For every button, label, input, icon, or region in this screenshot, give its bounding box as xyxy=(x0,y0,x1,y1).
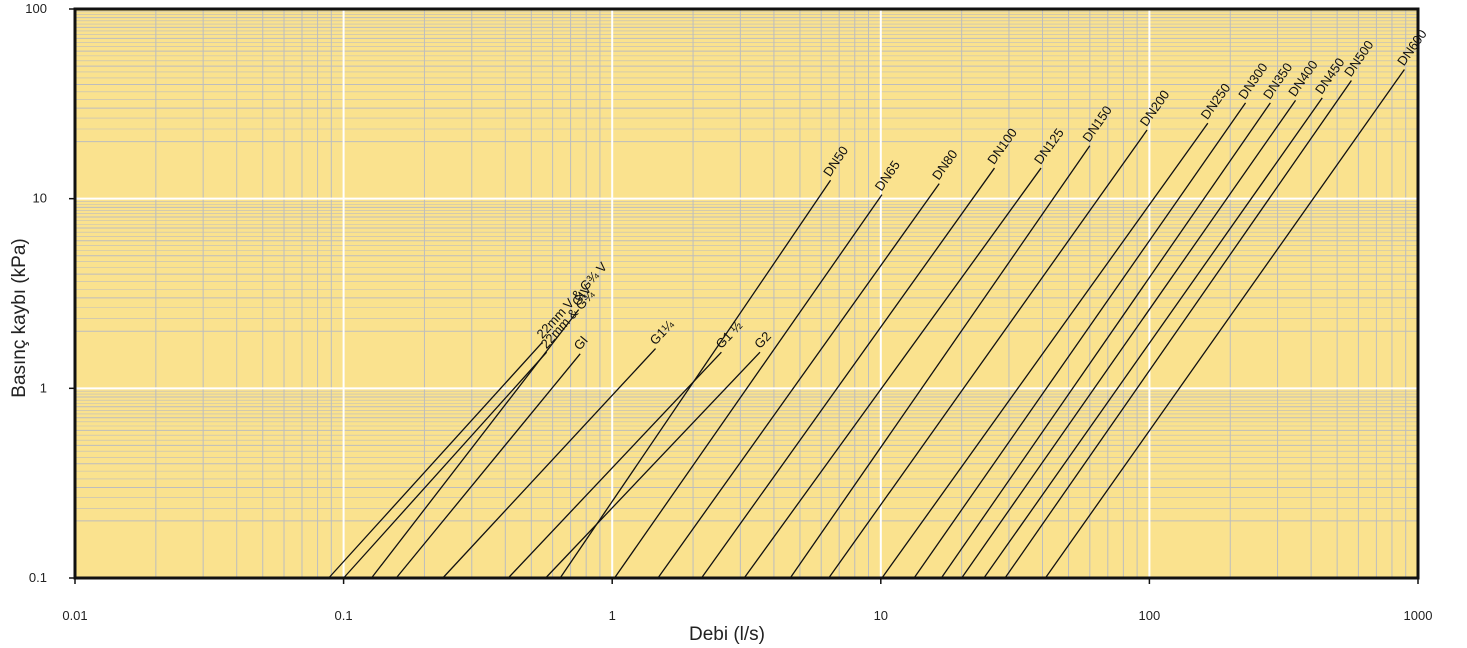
series-line xyxy=(657,183,940,579)
x-tick-label: 100 xyxy=(1139,608,1161,623)
y-tick-label: 10 xyxy=(33,191,47,206)
plot-frame xyxy=(73,7,1420,580)
series-line xyxy=(961,99,1297,579)
series-line xyxy=(983,97,1323,579)
series-line xyxy=(1004,80,1352,579)
y-axis-ticks: 0.1 1 10 100 xyxy=(25,1,75,585)
series-line xyxy=(328,341,543,579)
series-line xyxy=(913,102,1247,579)
series-line xyxy=(881,122,1209,579)
y-tick-label: 0.1 xyxy=(29,570,47,585)
series-line xyxy=(507,351,722,579)
y-tick-label: 1 xyxy=(40,380,47,395)
series-line xyxy=(940,102,1271,579)
x-tick-label: 0.01 xyxy=(62,608,87,623)
x-axis-ticks: 0.01 0.1 1 10 100 1000 xyxy=(62,578,1432,623)
y-axis-title: Basınç kaybı (kPa) xyxy=(9,238,30,397)
series-line xyxy=(559,179,832,579)
series-line xyxy=(743,167,1042,579)
x-tick-label: 0.1 xyxy=(335,608,353,623)
minor-grid xyxy=(75,9,1418,578)
series-line xyxy=(700,167,996,579)
x-tick-label: 10 xyxy=(874,608,888,623)
plot-background xyxy=(75,9,1418,578)
series-line xyxy=(545,351,761,579)
series-lines xyxy=(328,69,1405,579)
series-line xyxy=(1044,69,1405,579)
series-line xyxy=(395,353,581,579)
series-line xyxy=(343,351,548,579)
series-line xyxy=(370,309,580,579)
series-line xyxy=(828,129,1148,579)
x-tick-label: 1000 xyxy=(1404,608,1433,623)
series-line xyxy=(442,348,657,579)
x-axis-title: Debi (l/s) xyxy=(689,624,765,645)
y-tick-label: 100 xyxy=(25,1,47,16)
series-line xyxy=(613,194,883,579)
series-line xyxy=(789,145,1091,579)
x-tick-label: 1 xyxy=(609,608,616,623)
